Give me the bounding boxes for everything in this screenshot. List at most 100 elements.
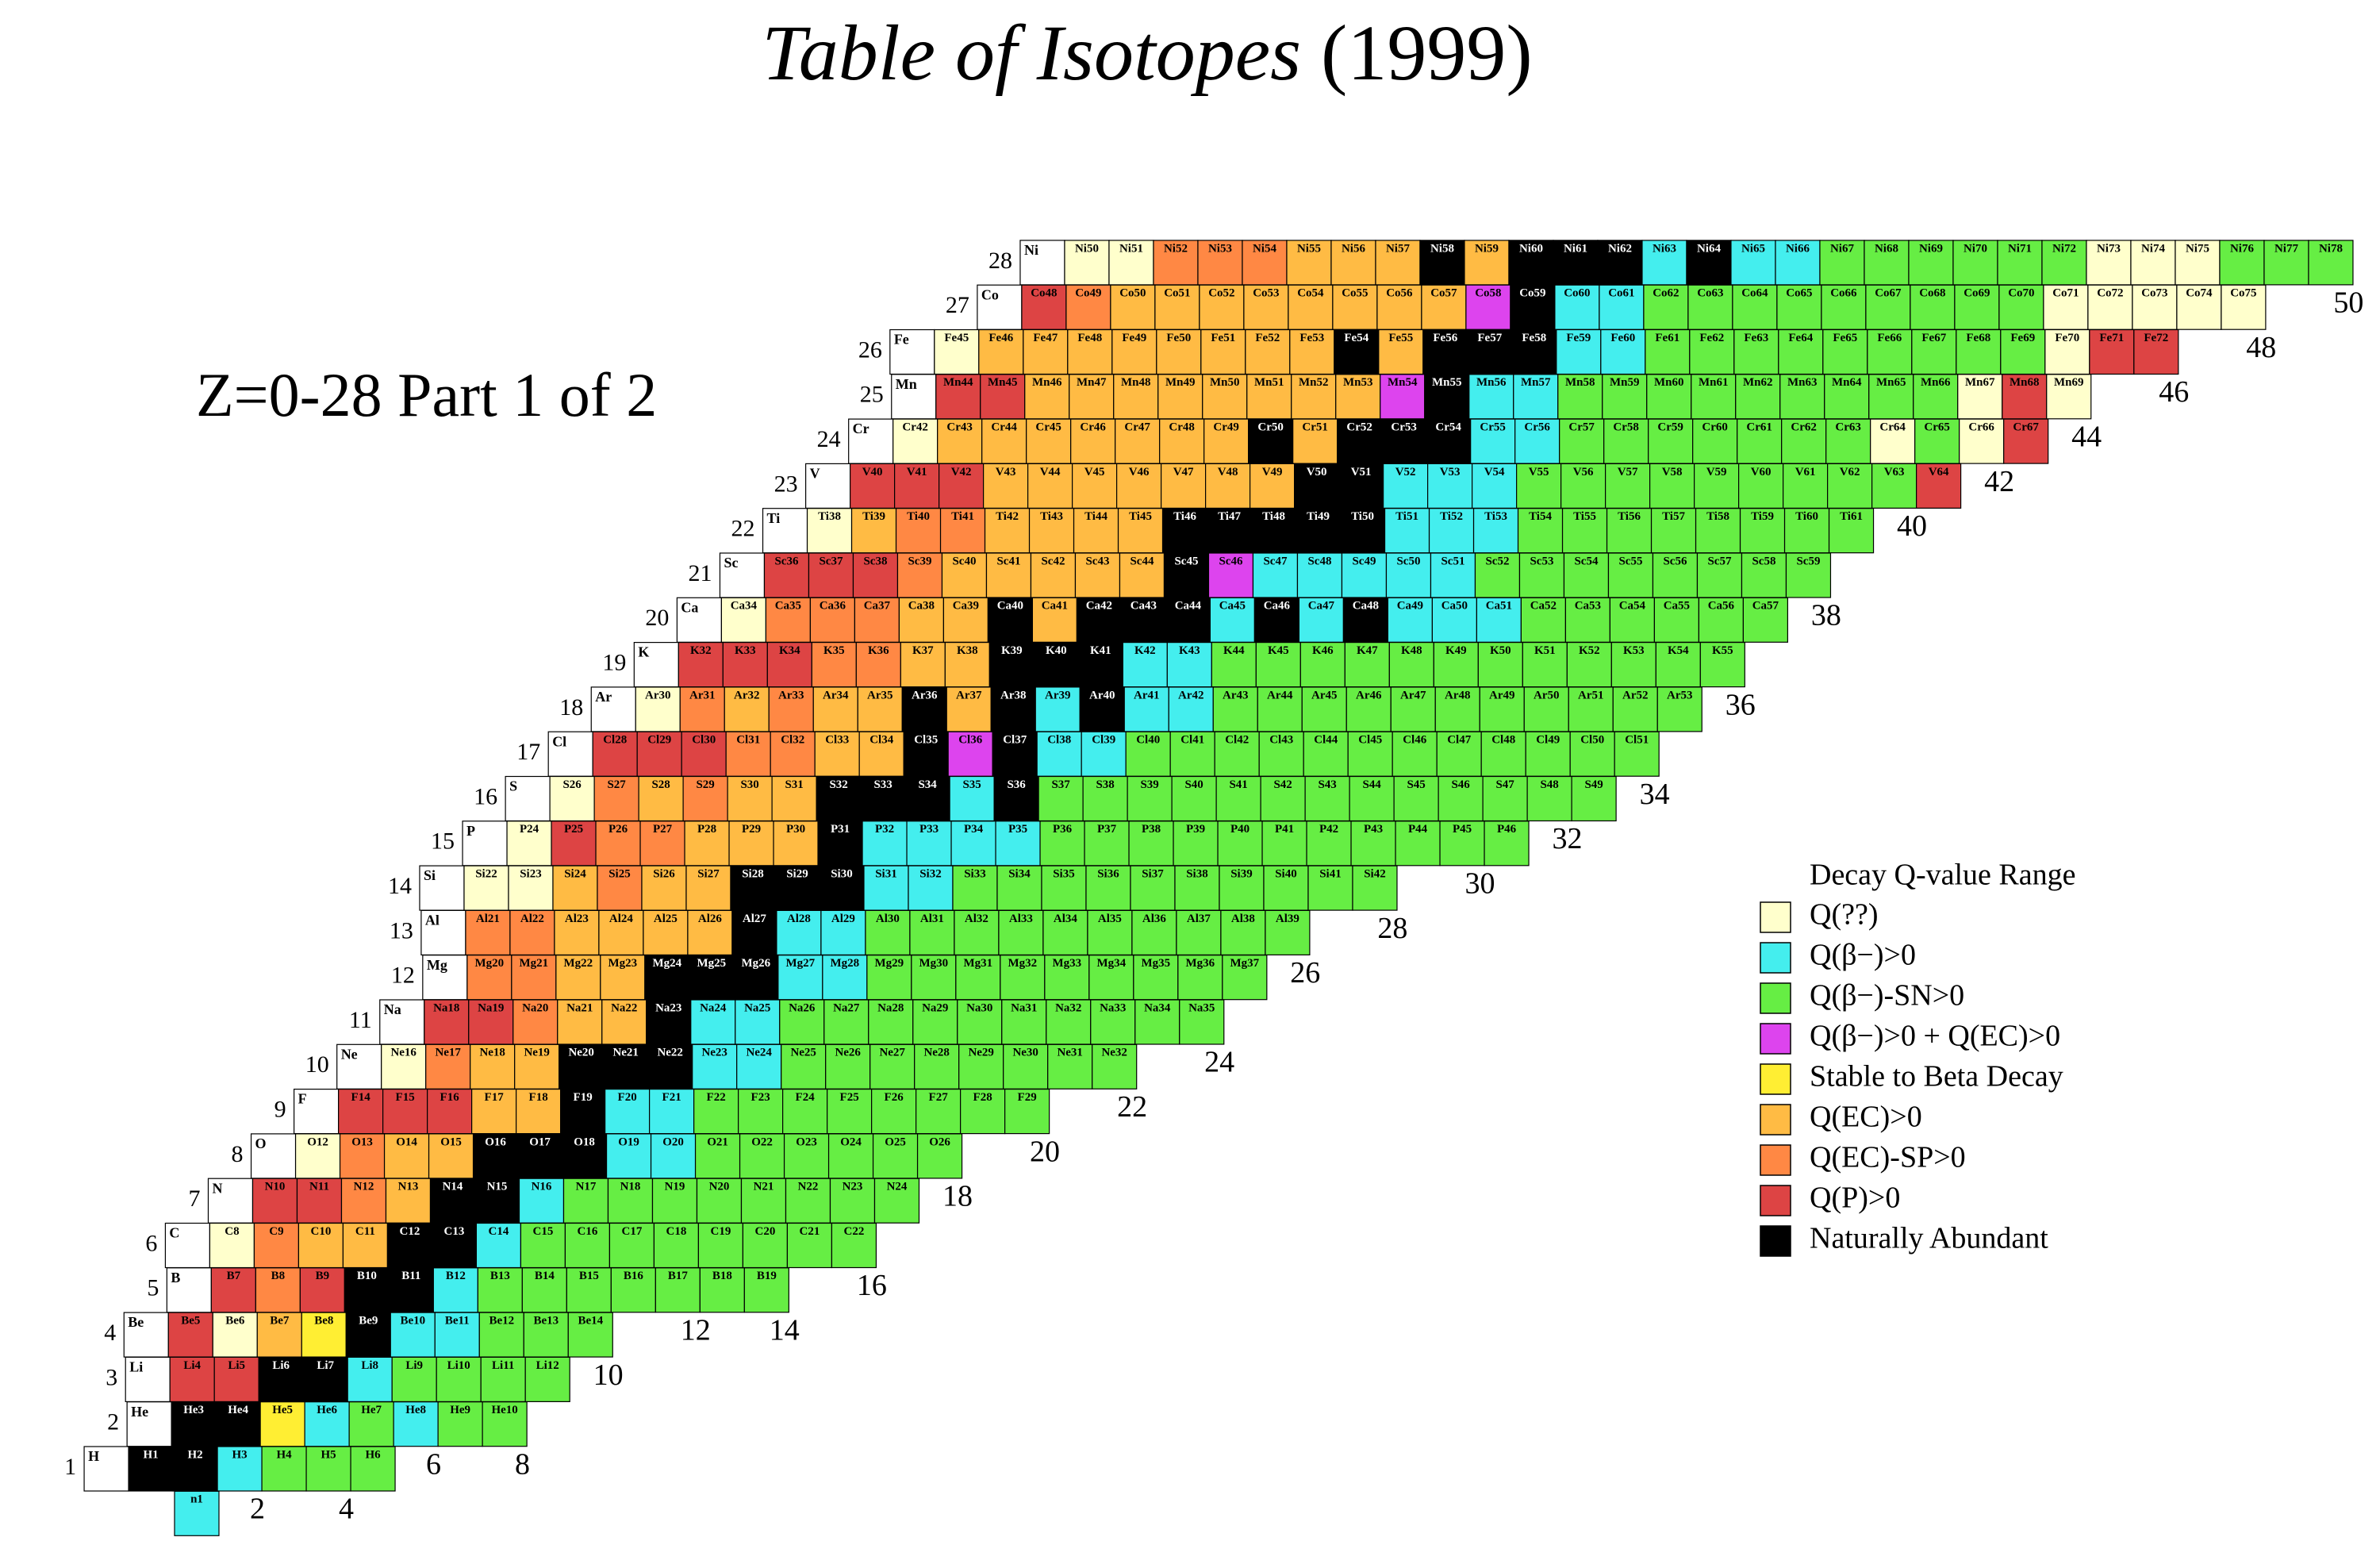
isotope-cell	[1422, 329, 1468, 375]
isotope-cell	[2176, 284, 2222, 330]
isotope-label: Na23	[655, 1001, 681, 1014]
isotope-label: C15	[532, 1225, 553, 1238]
isotope-cell	[564, 1222, 611, 1269]
isotope-label: He6	[317, 1404, 337, 1416]
isotope-cell	[1392, 731, 1438, 777]
isotope-cell	[1222, 955, 1268, 1001]
isotope-label: S34	[918, 778, 937, 791]
isotope-label: Ne31	[1057, 1047, 1083, 1059]
isotope-label: Mg36	[1186, 957, 1215, 970]
isotope-cell	[2044, 329, 2090, 375]
isotope-cell	[1556, 329, 1602, 375]
isotope-cell	[251, 1178, 298, 1224]
isotope-label: Be6	[225, 1315, 245, 1328]
isotope-label: Sc56	[1663, 555, 1687, 567]
legend-swatch	[1760, 1104, 1791, 1136]
isotope-cell	[1470, 418, 1516, 464]
isotope-cell	[1641, 240, 1687, 286]
isotope-cell	[1383, 463, 1429, 509]
isotope-label: V61	[1795, 466, 1816, 478]
isotope-cell	[605, 1133, 652, 1179]
isotope-label: S30	[740, 778, 758, 791]
isotope-label: Ni68	[1875, 242, 1898, 255]
isotope-cell	[1730, 240, 1776, 286]
isotope-cell	[1023, 329, 1069, 375]
isotope-cell	[1206, 508, 1253, 554]
isotope-label: V56	[1573, 466, 1594, 478]
isotope-label: Li10	[447, 1359, 470, 1372]
isotope-cell	[592, 731, 638, 777]
element-symbol: Ne	[341, 1046, 358, 1062]
isotope-label: B9	[316, 1270, 330, 1282]
isotope-label: Na30	[966, 1001, 992, 1014]
legend-label: Naturally Abundant	[1810, 1222, 2048, 1255]
n-label: 6	[426, 1447, 441, 1481]
isotope-cell	[814, 731, 860, 777]
isotope-label: Cl41	[1180, 734, 1204, 747]
isotope-label: S43	[1318, 778, 1336, 791]
isotope-cell	[635, 686, 681, 732]
isotope-cell	[1696, 552, 1743, 598]
isotope-label: Ti38	[818, 510, 841, 523]
isotope-label: Co55	[1342, 287, 1368, 300]
isotope-cell	[2219, 240, 2265, 286]
isotope-cell	[1606, 508, 1653, 554]
isotope-cell	[1436, 731, 1482, 777]
isotope-label: Co69	[1964, 287, 1990, 300]
z-label: 13	[390, 917, 413, 943]
isotope-label: V59	[1706, 466, 1727, 478]
isotope-label: P29	[742, 823, 761, 836]
isotope-label: Fe72	[2144, 332, 2168, 344]
isotope-label: H1	[143, 1448, 158, 1461]
isotope-cell	[685, 865, 731, 911]
isotope-label: Cr46	[1080, 421, 1106, 434]
isotope-cell	[514, 1043, 560, 1089]
isotope-label: S48	[1540, 778, 1558, 791]
isotope-label: Co72	[2097, 287, 2123, 300]
isotope-label: Cl40	[1136, 734, 1160, 747]
legend-label: Stable to Beta Decay	[1810, 1060, 2063, 1093]
isotope-label: P35	[1008, 823, 1027, 836]
isotope-label: Mn57	[1521, 376, 1551, 389]
isotope-label: Co70	[2008, 287, 2034, 300]
isotope-label: Ti42	[996, 510, 1019, 523]
isotope-cell	[1047, 1043, 1093, 1089]
isotope-label: Na19	[478, 1001, 504, 1014]
isotope-cell	[944, 641, 990, 688]
isotope-label: K51	[1534, 644, 1556, 657]
isotope-cell	[169, 1356, 215, 1403]
z-label: 15	[431, 828, 455, 855]
isotope-label: Ca45	[1219, 600, 1246, 613]
isotope-cell	[1913, 374, 1959, 420]
isotope-label: Cl31	[736, 734, 760, 747]
isotope-cell	[1821, 284, 1867, 330]
isotope-cell	[742, 1222, 789, 1269]
isotope-label: V64	[1929, 466, 1949, 478]
isotope-label: F20	[618, 1091, 637, 1104]
isotope-label: Co68	[1919, 287, 1945, 300]
isotope-cell	[1035, 686, 1081, 732]
isotope-label: S40	[1184, 778, 1203, 791]
isotope-label: Fe67	[1921, 332, 1946, 344]
n-label: 36	[1726, 688, 1756, 721]
element-box	[422, 955, 468, 1001]
isotope-label: K50	[1490, 644, 1511, 657]
isotope-cell	[1376, 284, 1422, 330]
isotope-label: Li11	[492, 1359, 514, 1372]
isotope-label: Ne32	[1101, 1047, 1127, 1059]
isotope-cell	[912, 999, 958, 1045]
isotope-cell	[434, 1312, 480, 1358]
isotope-label: He4	[228, 1404, 248, 1416]
isotope-cell	[679, 686, 725, 732]
z-label: 7	[188, 1185, 200, 1212]
isotope-label: Fe63	[1744, 332, 1768, 344]
isotope-label: Al25	[654, 913, 678, 925]
isotope-cell	[1219, 865, 1265, 911]
isotope-label: Cr59	[1657, 421, 1683, 434]
isotope-label: Ti39	[862, 510, 885, 523]
isotope-label: Ti55	[1573, 510, 1596, 523]
isotope-label: Mg24	[653, 957, 682, 970]
isotope-cell	[1568, 686, 1614, 732]
isotope-cell	[1337, 418, 1383, 464]
